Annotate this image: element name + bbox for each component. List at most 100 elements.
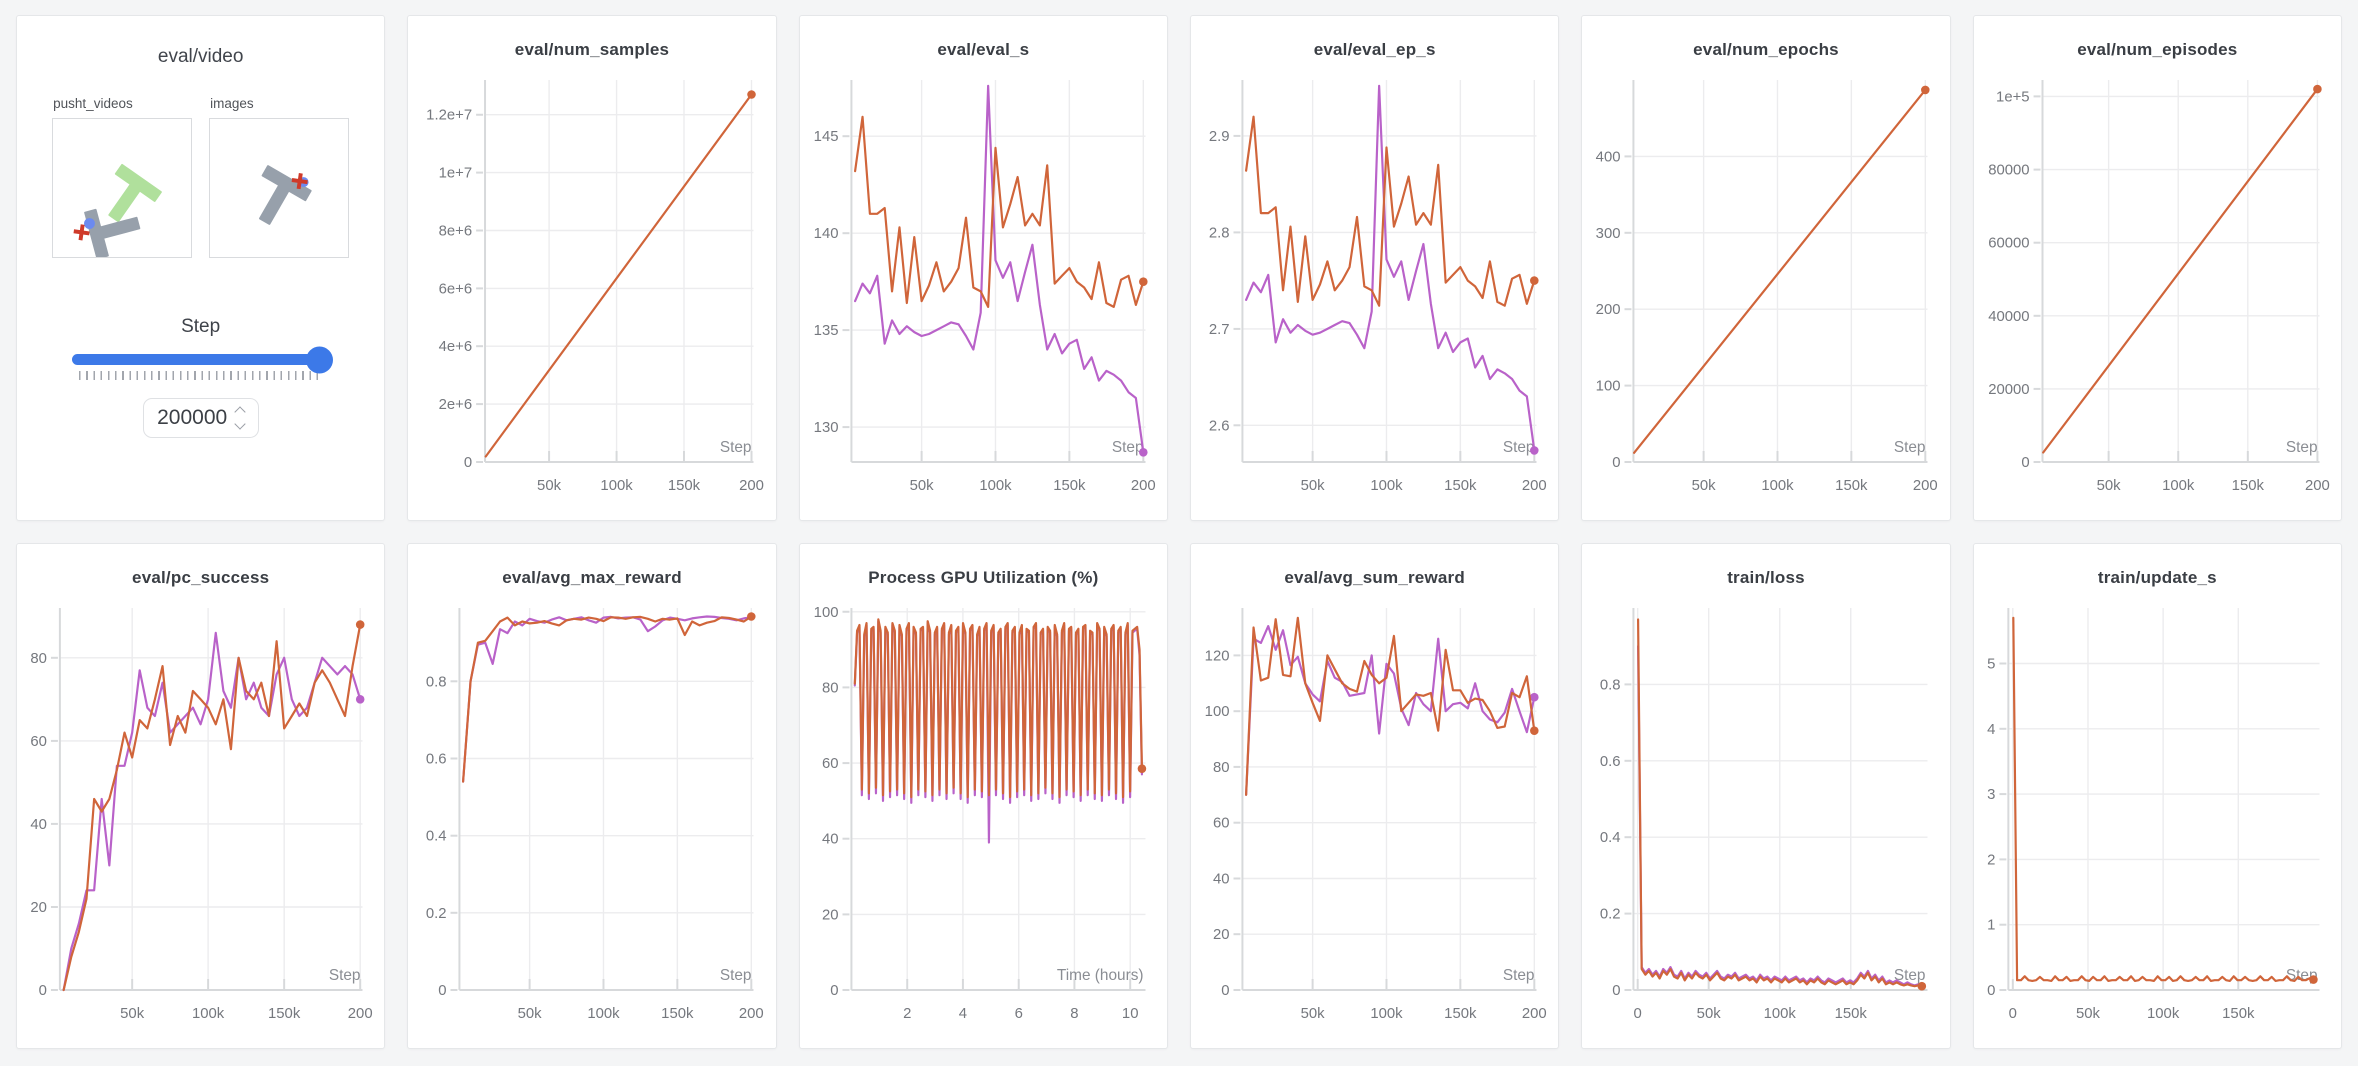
svg-text:0: 0	[439, 982, 447, 999]
svg-text:8: 8	[1070, 1005, 1078, 1022]
svg-text:40: 40	[1213, 870, 1230, 887]
svg-text:50k: 50k	[537, 477, 562, 494]
svg-text:0.2: 0.2	[426, 905, 447, 922]
x-axis-label: Step	[1894, 439, 1926, 456]
tick-labels: 0 2e+6 4e+6 6e+6 8e+6 1e+7 1.2e+7 50k 100k 150k 20…	[427, 107, 765, 494]
slider-track[interactable]	[71, 346, 333, 373]
svg-text:200: 200	[1131, 477, 1156, 494]
pusht-scene-icon	[73, 163, 163, 257]
chart-canvas-process-gpu-utilization[interactable]: 0 20 40 60 80 100 2 4 6 8 10 Time (hours)	[800, 594, 1167, 1034]
svg-text:20: 20	[30, 899, 47, 916]
chart-svg[interactable]: 0 20 40 60 80 50k 100k 150k 200 Step	[17, 594, 384, 1034]
series-orange-run	[1245, 115, 1539, 307]
svg-text:100k: 100k	[601, 477, 634, 494]
tick-labels: 130 135 140 145 50k 100k 150k 200	[813, 128, 1155, 494]
pusht-image-icon	[259, 165, 312, 225]
svg-text:0.8: 0.8	[1600, 676, 1621, 693]
tick-labels: 0 0.2 0.4 0.6 0.8 50k 100k 150k 200	[426, 673, 764, 1022]
chart-canvas-eval-avg-sum-reward[interactable]: 0 20 40 60 80 100 120 50k 100k 150k 200 Step	[1191, 594, 1558, 1034]
chart-canvas-train-loss[interactable]: 0 0.2 0.4 0.6 0.8 0 50k 100k 150k Step	[1582, 594, 1949, 1034]
svg-text:0: 0	[830, 982, 838, 999]
media-item-pusht-videos: pusht_videos	[52, 96, 193, 258]
svg-text:5: 5	[1987, 655, 1995, 672]
axes	[50, 608, 363, 991]
step-number-input[interactable]: 200000	[142, 398, 259, 438]
svg-text:0.6: 0.6	[426, 750, 447, 767]
svg-text:150k: 150k	[1835, 1005, 1868, 1022]
svg-text:200: 200	[739, 477, 764, 494]
tick-labels: 0 20 40 60 80 50k 100k 150k 200	[30, 650, 372, 1022]
slider-knob[interactable]	[305, 346, 333, 373]
panel-eval-pc-success: eval/pc_success 0 20 40 60 80 50k 100k 150k 200 S…	[16, 543, 386, 1049]
svg-text:2: 2	[903, 1005, 911, 1022]
panel-title: eval/num_samples	[514, 40, 670, 59]
svg-text:100k: 100k	[1764, 1005, 1797, 1022]
panel-train-update-s: train/update_s 0 1 2 3 4 5 0 50k 100k 150k Step	[1972, 543, 2342, 1049]
svg-text:80: 80	[1213, 759, 1230, 776]
series-end-dot	[1917, 981, 1927, 991]
series-orange-run	[62, 620, 365, 992]
svg-text:2: 2	[1987, 851, 1995, 868]
x-axis-label: Step	[329, 967, 361, 984]
chart-svg[interactable]: 0 20000 40000 60000 80000 1e+5 50k 100k 150k 200 S…	[1974, 66, 2341, 506]
chart-svg[interactable]: 2.6 2.7 2.8 2.9 50k 100k 150k 200 Step	[1191, 66, 1558, 506]
chart-svg[interactable]: 130 135 140 145 50k 100k 150k 200 Step	[800, 66, 1167, 506]
svg-text:2.8: 2.8	[1209, 224, 1230, 241]
series-purple-run	[1245, 624, 1539, 796]
series-orange-run	[462, 612, 756, 783]
axes	[1233, 608, 1537, 991]
svg-text:100: 100	[1205, 703, 1230, 720]
chart-canvas-eval-avg-max-reward[interactable]: 0 0.2 0.4 0.6 0.8 50k 100k 150k 200 Step	[408, 594, 775, 1034]
chart-canvas-eval-eval-ep-s[interactable]: 2.6 2.7 2.8 2.9 50k 100k 150k 200 Step	[1191, 66, 1558, 506]
x-axis-label: Step	[1503, 967, 1535, 984]
svg-text:0: 0	[2008, 1005, 2016, 1022]
chart-canvas-eval-num-episodes[interactable]: 0 20000 40000 60000 80000 1e+5 50k 100k 150k 200 S…	[1974, 66, 2341, 506]
panel-eval-avg-max-reward: eval/avg_max_reward 0 0.2 0.4 0.6 0.8 50k 100k…	[407, 543, 777, 1049]
series-end-dot	[2312, 84, 2322, 94]
svg-text:0: 0	[1634, 1005, 1642, 1022]
series-end-dot	[1921, 85, 1930, 95]
svg-text:50k: 50k	[2076, 1005, 2101, 1022]
chart-canvas-eval-num-epochs[interactable]: 0 100 200 300 400 50k 100k 150k 200 Step	[1582, 66, 1949, 506]
step-slider[interactable]	[71, 346, 333, 373]
svg-text:200: 200	[2305, 477, 2330, 494]
svg-text:60: 60	[822, 755, 839, 772]
svg-text:145: 145	[813, 128, 838, 145]
chart-canvas-eval-eval-s[interactable]: 130 135 140 145 50k 100k 150k 200 Step	[800, 66, 1167, 506]
axes	[842, 608, 1146, 991]
chart-canvas-eval-num-samples[interactable]: 0 2e+6 4e+6 6e+6 8e+6 1e+7 1.2e+7 50k 100k 150k 20…	[408, 66, 775, 506]
chart-svg[interactable]: 0 100 200 300 400 50k 100k 150k 200 Step	[1582, 66, 1949, 506]
chart-canvas-eval-pc-success[interactable]: 0 20 40 60 80 50k 100k 150k 200 Step	[17, 594, 384, 1034]
gridlines	[1242, 608, 1537, 991]
svg-text:100k: 100k	[588, 1005, 621, 1022]
panel-title: eval/num_episodes	[2077, 40, 2238, 59]
svg-text:0.8: 0.8	[426, 673, 447, 690]
svg-text:6: 6	[1014, 1005, 1022, 1022]
svg-text:200: 200	[348, 1005, 373, 1022]
svg-text:2.7: 2.7	[1209, 321, 1230, 338]
step-up-icon[interactable]	[234, 406, 246, 418]
chart-svg[interactable]: 0 20 40 60 80 100 120 50k 100k 150k 200 Step	[1191, 594, 1558, 1034]
gridlines	[485, 80, 754, 463]
svg-text:2.9: 2.9	[1209, 128, 1230, 145]
step-value[interactable]: 200000	[157, 406, 228, 429]
chart-svg[interactable]: 0 20 40 60 80 100 2 4 6 8 10 Time (hours)	[800, 594, 1167, 1034]
svg-text:100k: 100k	[2147, 1005, 2180, 1022]
images-thumbnail[interactable]	[209, 118, 350, 258]
x-axis-label: Step	[720, 439, 752, 456]
x-axis-label: Step	[1112, 439, 1144, 456]
pusht-video-thumbnail[interactable]	[52, 118, 193, 258]
svg-text:50k: 50k	[1697, 1005, 1722, 1022]
chart-canvas-train-update-s[interactable]: 0 1 2 3 4 5 0 50k 100k 150k Step	[1974, 594, 2341, 1034]
chart-svg[interactable]: 0 0.2 0.4 0.6 0.8 0 50k 100k 150k Step	[1582, 594, 1949, 1034]
svg-text:50k: 50k	[2096, 477, 2121, 494]
svg-text:8e+6: 8e+6	[439, 222, 473, 239]
slider-ruler	[78, 371, 323, 380]
step-down-icon[interactable]	[234, 418, 246, 430]
panel-eval-num-episodes: eval/num_episodes 0 20000 40000 60000 80000 1…	[1972, 15, 2342, 521]
svg-text:200: 200	[1522, 477, 1547, 494]
chart-svg[interactable]: 0 0.2 0.4 0.6 0.8 50k 100k 150k 200 Step	[408, 594, 775, 1034]
panel-title: eval/pc_success	[132, 568, 270, 587]
chart-svg[interactable]: 0 2e+6 4e+6 6e+6 8e+6 1e+7 1.2e+7 50k 100k 150k 20…	[408, 66, 775, 506]
